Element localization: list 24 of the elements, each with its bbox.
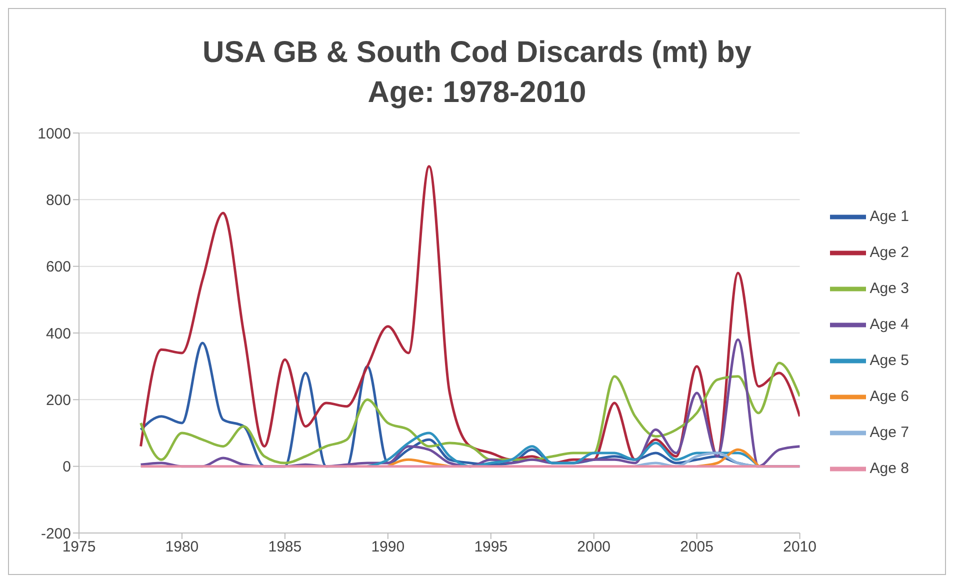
- y-tick-label: 200: [46, 392, 71, 409]
- legend-label: Age 6: [870, 388, 909, 405]
- x-tick-label: 1980: [165, 538, 199, 556]
- line-series: [140, 362, 800, 464]
- y-tick-label: 1000: [38, 125, 71, 142]
- legend-label: Age 8: [870, 460, 909, 477]
- legend-label: Age 1: [870, 208, 909, 225]
- y-tick-label: 800: [46, 192, 71, 209]
- legend-label: Age 2: [870, 244, 909, 261]
- legend-label: Age 5: [870, 352, 909, 369]
- x-tick-label: 1985: [268, 538, 302, 556]
- line-series: [140, 165, 800, 464]
- x-tick-label: 1995: [474, 538, 508, 556]
- x-tick-label: 1990: [371, 538, 405, 556]
- x-tick-label: 2000: [577, 538, 611, 556]
- x-tick-label: 2010: [783, 538, 816, 556]
- y-tick-label: 400: [46, 325, 71, 342]
- x-tick-label: 2005: [680, 538, 714, 556]
- legend-label: Age 4: [870, 316, 909, 333]
- legend-label: Age 7: [870, 424, 909, 441]
- legend-label: Age 3: [870, 280, 909, 297]
- y-tick-label: 0: [62, 458, 71, 476]
- y-tick-label: 600: [46, 258, 71, 276]
- chart-title: USA GB & South Cod Discards (mt) by Age: 1978-2010: [202, 35, 752, 111]
